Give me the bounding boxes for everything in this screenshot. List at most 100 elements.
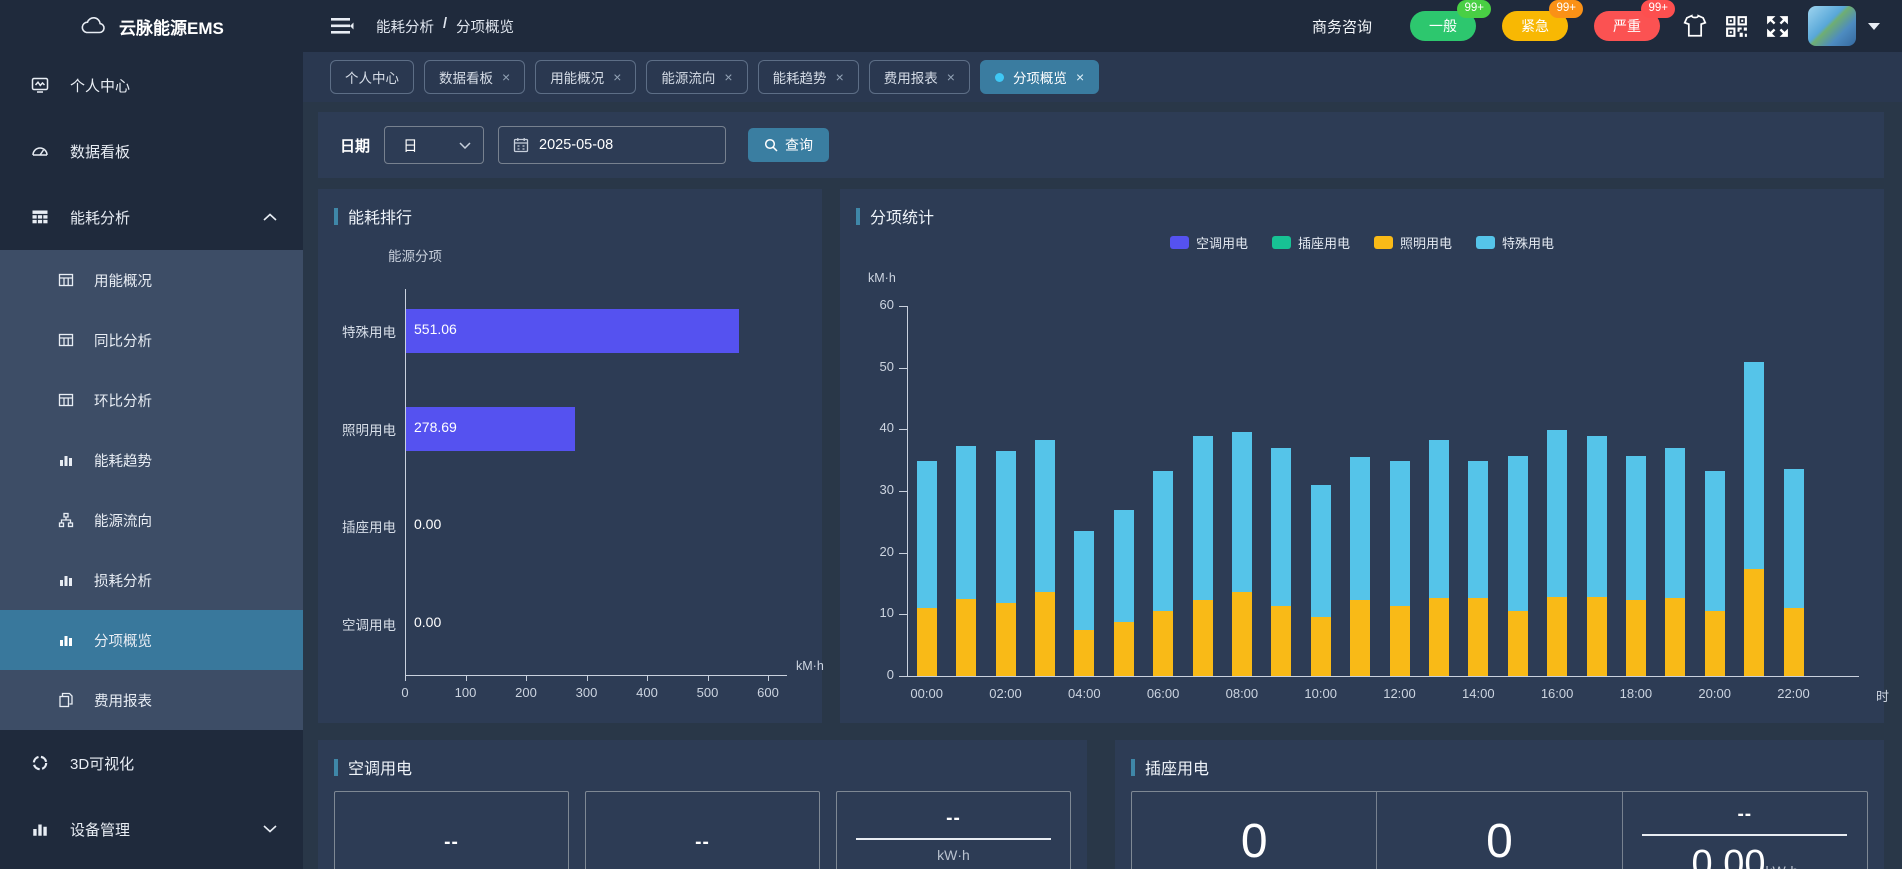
stat-card: -- [585,791,820,869]
bar-segment-照明用电 [1783,607,1804,676]
panel-title-text: 插座用电 [1145,761,1210,778]
sidebar-item-usage-overview[interactable]: 用能概况 [0,250,303,310]
bar-value-label: 0.00 [414,516,442,533]
sidebar-item-energy-analysis[interactable]: 能耗分析 [0,184,303,250]
y-tick-label: 0 [886,667,894,682]
sidebar-item-breakdown-overview[interactable]: 分项概览 [0,610,303,670]
sidebar-item-dashboard[interactable]: 数据看板 [0,118,303,184]
avatar[interactable] [1808,6,1856,46]
tab-cost-report[interactable]: 费用报表 × [868,60,970,94]
bar-segment-照明用电 [956,598,977,676]
alert-button-general[interactable]: 一般 99+ [1410,0,1491,41]
tab-close-icon[interactable]: × [502,69,511,85]
y-axis-tick [899,552,907,554]
x-axis-tick [647,676,648,681]
sidebar-item-loss-analysis[interactable]: 损耗分析 [0,550,303,610]
main-area: 能耗分析 / 分项概览 商务咨询 一般 99+ 紧急 99+ 严重 99+ [303,0,1902,869]
qr-code-icon[interactable] [1724,14,1749,39]
bar-value-label: 0.00 [414,614,442,631]
bar-segment-照明用电 [1074,629,1095,676]
sidebar-item-personal-center[interactable]: 个人中心 [0,52,303,118]
sidebar-item-device-management[interactable]: 设备管理 [0,796,303,862]
energy-analysis-submenu: 用能概况 同比分析 环比分析 能耗趋势 [0,250,303,730]
query-button-label: 查询 [785,137,814,153]
sidebar-item-label: 能耗分析 [70,209,131,227]
legend-label: 空调用电 [1195,236,1248,251]
legend-label: 特殊用电 [1502,236,1555,251]
sidebar-item-cost-report[interactable]: 费用报表 [0,670,303,730]
tab-close-icon[interactable]: × [724,69,733,85]
sidebar-item-label: 3D可视化 [70,755,135,773]
tab-data-dashboard[interactable]: 数据看板 × [424,60,526,94]
stat-numerator: -- [946,808,961,829]
user-menu-chevron-icon[interactable] [1868,22,1880,30]
legend-item-插座用电[interactable]: 插座用电 [1271,233,1350,252]
period-select[interactable]: 日 [384,126,485,164]
breakdown-stacked-chart: kM·h 0 10 20 30 40 50 60 00:00 02:00 04:00 06:00 08:… [840,189,1889,723]
legend-item-特殊用电[interactable]: 特殊用电 [1476,233,1554,252]
tab-close-icon[interactable]: × [1075,69,1085,85]
fullscreen-icon[interactable] [1765,14,1790,39]
bar-segment-特殊用电 [1389,461,1410,607]
bar-segment-特殊用电 [1783,469,1804,608]
bar-segment-照明用电 [1350,599,1371,676]
top-header: 能耗分析 / 分项概览 商务咨询 一般 99+ 紧急 99+ 严重 99+ [303,0,1902,52]
bar-segment-照明用电 [1153,610,1174,676]
fraction-divider [1642,834,1848,836]
sidebar-item-label: 同比分析 [94,333,152,350]
x-tick-label: 300 [575,685,598,700]
tab-usage-overview[interactable]: 用能概况 × [535,60,637,94]
stat-numerator: -- [1737,804,1753,825]
alert-button-severe[interactable]: 严重 99+ [1594,0,1675,41]
sidebar-item-mom-analysis[interactable]: 环比分析 [0,370,303,430]
bar-segment-特殊用电 [1231,432,1252,593]
date-picker-input[interactable]: 2025-05-08 [498,126,727,164]
bar-segment-特殊用电 [1310,484,1331,617]
sidebar-item-yoy-analysis[interactable]: 同比分析 [0,310,303,370]
y-axis-tick [899,429,907,431]
tab-label: 数据看板 [439,71,493,86]
query-button[interactable]: 查询 [748,128,830,162]
tab-personal-center[interactable]: 个人中心 [330,60,414,94]
bottom-row: 空调用电 -- -- -- kW·h [318,740,1884,869]
y-axis-tick [899,676,907,677]
tab-energy-trend[interactable]: 能耗趋势 × [757,60,859,94]
collapse-menu-icon[interactable] [330,15,354,37]
legend-item-照明用电[interactable]: 照明用电 [1374,233,1452,252]
y-tick-label: 20 [879,543,894,559]
tab-label: 能耗趋势 [772,71,827,86]
table-icon [56,332,76,348]
tab-energy-flow[interactable]: 能源流向 × [646,60,748,94]
category-label: 特殊用电 [342,325,396,340]
bar-segment-照明用电 [1231,592,1252,676]
y-tick-label: 60 [879,297,894,312]
sidebar-item-3d-visualization[interactable]: 3D可视化 [0,730,303,796]
tab-close-icon[interactable]: × [946,69,955,85]
circular-arrows-icon [30,754,50,772]
y-axis-tick [899,614,907,616]
business-consult-link[interactable]: 商务咨询 [1311,18,1372,36]
tab-close-icon[interactable]: × [613,69,622,85]
bar-segment-照明用电 [1586,597,1607,676]
bar-chart-icon [56,632,76,648]
sidebar-item-energy-trend[interactable]: 能耗趋势 [0,430,303,490]
x-tick-label: 10:00 [1304,686,1337,701]
alert-button-urgent[interactable]: 紧急 99+ [1502,0,1583,41]
shirt-theme-icon[interactable] [1682,14,1708,38]
legend-item-空调用电[interactable]: 空调用电 [1169,233,1248,252]
panel-title: 空调用电 [318,740,1087,779]
bar-segment-照明用电 [1744,569,1765,676]
sidebar-item-energy-flow[interactable]: 能源流向 [0,490,303,550]
gauge-icon [30,142,50,160]
breadcrumb-parent[interactable]: 能耗分析 [376,19,434,36]
x-tick-label: 22:00 [1777,686,1810,701]
chevron-down-icon [459,141,471,149]
bar-segment-特殊用电 [1113,509,1134,622]
tab-breakdown-overview[interactable]: 分项概览 × [979,60,1100,94]
panel-title: 能耗排行 [318,189,822,228]
y-axis-line [907,306,908,676]
legend-label: 照明用电 [1400,236,1453,251]
app-logo[interactable]: 云脉能源EMS [0,0,303,52]
bar-segment-特殊用电 [995,450,1016,604]
tab-close-icon[interactable]: × [835,69,844,85]
